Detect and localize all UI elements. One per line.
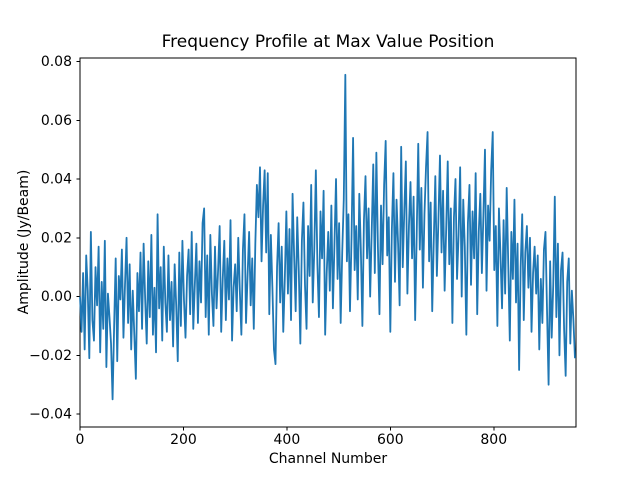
- x-tick-label: 600: [377, 432, 404, 448]
- x-tick-label: 200: [170, 432, 197, 448]
- y-tick-label: 0.08: [41, 54, 72, 70]
- y-tick-label: 0.00: [41, 289, 72, 305]
- x-tick-label: 800: [480, 432, 507, 448]
- x-axis-ticks: 0 200 400 600 800: [76, 427, 507, 448]
- y-tick-label: 0.06: [41, 113, 72, 129]
- y-tick-label: 0.02: [41, 230, 72, 246]
- chart-title: Frequency Profile at Max Value Position: [161, 32, 495, 52]
- signal-line: [79, 73, 576, 401]
- y-tick-label: −0.04: [29, 407, 72, 423]
- y-tick-label: 0.04: [41, 172, 72, 188]
- x-axis-label: Channel Number: [268, 451, 388, 467]
- x-tick-label: 0: [76, 432, 85, 448]
- x-tick-label: 400: [274, 432, 301, 448]
- y-axis-ticks: 0.08 0.06 0.04 0.02 0.00 −0.02 −0.04: [29, 54, 80, 423]
- y-tick-label: −0.02: [29, 348, 72, 364]
- axes-spines: [79, 57, 577, 428]
